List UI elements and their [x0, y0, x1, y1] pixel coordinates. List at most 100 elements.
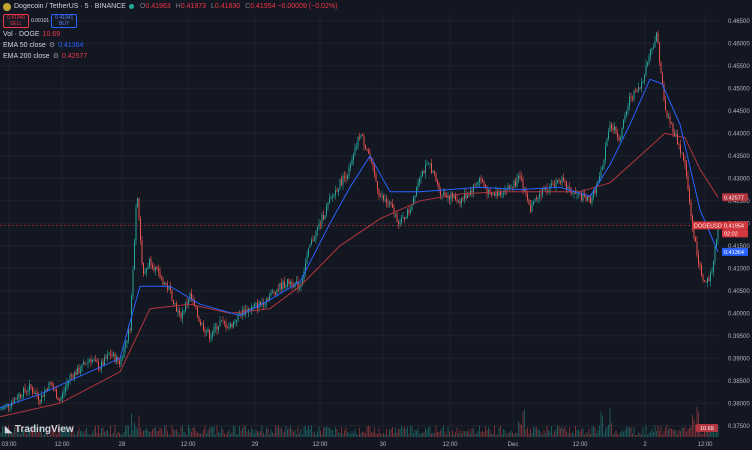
candle	[66, 383, 68, 388]
volume-bar	[216, 425, 218, 437]
volume-bar	[186, 434, 188, 437]
volume-bar	[404, 426, 405, 437]
candle	[6, 403, 8, 406]
volume-bar	[14, 427, 15, 437]
volume-bar	[98, 425, 99, 437]
settings-icon[interactable]: ⚙	[52, 53, 59, 60]
volume-bar	[590, 434, 591, 437]
candle	[291, 281, 293, 286]
price-tag-label: 0.41364	[724, 250, 744, 256]
volume-bar	[102, 427, 104, 437]
volume-bar	[497, 434, 498, 437]
volume-bar	[380, 433, 381, 437]
candle	[564, 179, 566, 182]
candle	[353, 154, 354, 160]
volume-bar	[152, 429, 153, 437]
volume-bar	[462, 431, 464, 437]
candle	[380, 195, 381, 197]
candle	[590, 198, 591, 203]
indicator-ema200[interactable]: EMA 200 close ⚙ 0.42577	[3, 52, 337, 61]
symbol-title[interactable]: Dogecoin / TetherUS · 5 · BINANCE	[14, 3, 126, 10]
candle	[599, 176, 600, 182]
candle	[437, 180, 438, 184]
volume-bar	[485, 426, 486, 437]
candle	[464, 194, 465, 200]
candle	[263, 302, 264, 305]
volume-bar	[578, 429, 579, 437]
volume-bar	[86, 427, 87, 437]
candle	[356, 146, 357, 148]
volume-bar	[272, 432, 273, 437]
volume-bar	[144, 430, 146, 437]
volume-bar	[522, 411, 524, 437]
volume-bar	[26, 433, 27, 437]
candle	[449, 195, 450, 200]
volume-bar	[348, 432, 350, 437]
volume-bar	[650, 431, 651, 437]
candle	[519, 175, 521, 178]
candle	[483, 181, 485, 186]
candle	[515, 181, 516, 187]
candle	[482, 179, 483, 182]
volume-bar	[687, 428, 689, 437]
volume-bar	[143, 430, 144, 437]
indicator-ema50[interactable]: EMA 50 close ⚙ 0.41364	[3, 41, 337, 50]
candle	[413, 197, 414, 206]
candle	[332, 195, 333, 197]
volume-bar	[194, 427, 195, 437]
candle	[56, 390, 57, 399]
volume-bar	[426, 430, 428, 437]
candle	[648, 56, 650, 63]
volume-bar	[449, 431, 450, 437]
volume-bar	[233, 425, 234, 437]
volume-bar	[303, 426, 305, 437]
volume-bar	[537, 429, 539, 437]
candle	[363, 136, 365, 146]
volume-bar	[296, 434, 297, 437]
candle	[389, 202, 390, 204]
volume-bar	[132, 429, 134, 437]
y-tick-label: 0.40500	[728, 289, 750, 295]
candle	[414, 195, 416, 198]
volume-bar	[225, 434, 227, 437]
volume-bar	[294, 430, 296, 437]
volume-bar	[291, 428, 293, 437]
volume-bar	[473, 428, 474, 437]
candle	[420, 176, 422, 179]
volume-bar	[488, 427, 489, 437]
candle	[362, 134, 363, 137]
indicator-volume[interactable]: Vol · DOGE 10.69	[3, 30, 337, 39]
candle	[62, 393, 63, 399]
volume-bar	[47, 432, 48, 437]
volume-bar	[507, 432, 509, 437]
candle	[569, 187, 570, 188]
candle	[365, 145, 366, 149]
indicator-ema50-value: 0.41364	[58, 42, 84, 49]
high-value: 0.41973	[180, 3, 207, 10]
volume-bar	[206, 433, 207, 437]
candle	[486, 188, 488, 194]
candle	[708, 278, 710, 281]
volume-bar	[56, 434, 57, 437]
volume-bar	[573, 433, 575, 437]
volume-bar	[221, 426, 222, 437]
volume-bar	[479, 425, 480, 437]
candle	[657, 32, 659, 43]
candle	[86, 363, 87, 365]
candle	[69, 375, 71, 381]
buy-button[interactable]: 0.41941 BUY	[51, 14, 78, 28]
volume-bar	[236, 434, 237, 437]
tradingview-logo[interactable]: ◣ TradingView	[5, 424, 74, 435]
volume-bar	[87, 433, 89, 437]
volume-bar	[80, 431, 81, 437]
sell-button[interactable]: 0.41940 SELL	[3, 14, 30, 28]
volume-bar	[20, 434, 21, 437]
volume-bar	[63, 430, 65, 437]
candle	[426, 164, 428, 166]
volume-bar	[174, 430, 176, 437]
settings-icon[interactable]: ⚙	[48, 42, 56, 49]
candle	[185, 302, 186, 311]
volume-bar	[530, 428, 531, 437]
